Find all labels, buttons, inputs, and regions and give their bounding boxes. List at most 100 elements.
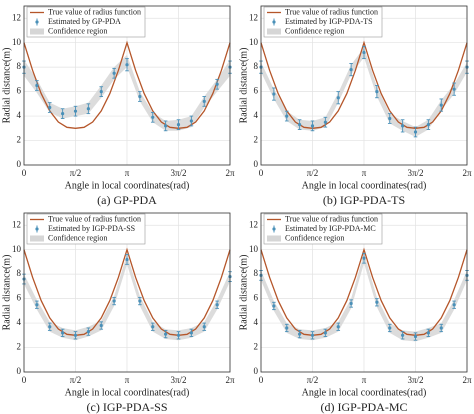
estimate-point xyxy=(388,116,392,121)
estimate-point xyxy=(112,299,116,303)
y-tick-label: 6 xyxy=(254,293,259,303)
estimate-point xyxy=(323,331,327,335)
estimate-point xyxy=(164,124,168,128)
legend-box xyxy=(26,6,146,38)
legend-swatch xyxy=(267,28,281,35)
estimate-point xyxy=(151,115,155,119)
plot-frame xyxy=(260,212,468,373)
estimate-point xyxy=(35,303,39,307)
estimate-point xyxy=(362,50,366,55)
panel: 0 2 4 6 8 10 12 0 π/2 π 3π/2 2π True value of radius… xyxy=(238,212,472,414)
x-tick-label: π xyxy=(125,168,130,178)
estimate-point xyxy=(176,333,181,337)
y-tick-label: 2 xyxy=(17,135,22,145)
plot-frame xyxy=(23,5,231,166)
estimate-point xyxy=(452,87,456,91)
x-tick-label: 3π/2 xyxy=(407,375,423,385)
x-tick-label: 3π/2 xyxy=(407,168,423,178)
estimate-point xyxy=(86,107,90,111)
true-line xyxy=(23,40,231,129)
y-tick-label: 6 xyxy=(17,86,22,96)
y-tick-label: 12 xyxy=(12,12,21,22)
estimate-point xyxy=(439,103,443,107)
legend-label: Confidence region xyxy=(285,26,344,35)
legend-swatch xyxy=(272,20,276,24)
y-tick-label: 0 xyxy=(254,366,259,376)
estimate-point xyxy=(452,303,456,307)
y-tick-label: 8 xyxy=(254,268,259,278)
estimate-point xyxy=(413,334,418,339)
estimate-point xyxy=(99,323,103,328)
estimate-point xyxy=(439,326,443,330)
estimate-point xyxy=(298,123,302,127)
legend-label: Confidence region xyxy=(48,233,107,242)
estimate-point xyxy=(138,94,142,99)
estimate-point xyxy=(151,325,155,329)
x-tick-label: 3π/2 xyxy=(170,168,186,178)
estimate-point xyxy=(176,123,181,127)
y-axis-label: Radial distance(m) xyxy=(238,255,249,331)
x-tick-label: π xyxy=(362,168,367,178)
estimate-point xyxy=(215,303,219,307)
estimate-point xyxy=(164,332,168,336)
estimate-point xyxy=(336,325,340,329)
estimate-point xyxy=(310,124,315,128)
legend-swatch xyxy=(35,227,39,231)
estimate-point xyxy=(426,123,430,127)
estimate-point xyxy=(86,330,90,334)
estimate-point xyxy=(112,71,116,75)
caption: (d) IGP-PDA-MC xyxy=(321,400,408,414)
legend-swatch xyxy=(35,20,39,24)
x-tick-label: π xyxy=(362,375,367,385)
legend-label: True value of radius function xyxy=(48,214,141,223)
y-axis-label: Radial distance(m) xyxy=(1,48,12,124)
estimate-point xyxy=(285,326,289,330)
estimate-point xyxy=(202,325,206,329)
estimate-point xyxy=(349,68,353,72)
legend-label: Estimated by IGP-PDA-TS xyxy=(285,17,373,26)
x-tick-label: 0 xyxy=(259,168,264,178)
legend-swatch xyxy=(30,235,44,242)
estimate-point xyxy=(99,90,103,94)
x-axis-label: Angle in local coordinates(rad) xyxy=(65,180,190,191)
estimate-point xyxy=(426,331,430,335)
estimate-point xyxy=(73,109,78,113)
legend-label: Estimated by IGP-PDA-SS xyxy=(48,224,135,233)
estimate-point xyxy=(125,63,129,67)
estimate-point xyxy=(323,120,327,124)
legend-swatch xyxy=(30,28,44,35)
estimate-point xyxy=(73,333,78,337)
true-line xyxy=(23,247,231,336)
x-tick-label: π/2 xyxy=(70,375,82,385)
y-tick-label: 10 xyxy=(12,244,22,254)
legend-label: True value of radius function xyxy=(285,214,378,223)
estimate-point xyxy=(61,112,65,116)
estimate-point xyxy=(215,82,219,86)
y-tick-label: 4 xyxy=(254,110,259,120)
x-tick-label: 0 xyxy=(22,375,27,385)
x-tick-label: π/2 xyxy=(307,375,319,385)
legend-box xyxy=(263,6,383,38)
estimate-point xyxy=(298,332,302,336)
estimate-point xyxy=(48,325,52,329)
estimate-point xyxy=(138,299,142,303)
legend-label: Estimated by GP-PDA xyxy=(48,17,121,26)
y-tick-label: 2 xyxy=(17,342,22,352)
true-line xyxy=(260,40,468,129)
x-tick-label: 2π xyxy=(225,375,235,385)
legend-label: Confidence region xyxy=(48,26,107,35)
y-tick-label: 8 xyxy=(17,61,22,71)
estimate-point xyxy=(336,96,340,100)
plot-frame xyxy=(260,5,468,166)
estimate-point xyxy=(413,130,418,134)
panel: 0 2 4 6 8 10 12 0 π/2 π 3π/2 2π True value of radius… xyxy=(1,5,235,207)
y-tick-label: 0 xyxy=(17,366,22,376)
estimate-point xyxy=(401,333,405,337)
caption: (c) IGP-PDA-SS xyxy=(87,400,168,414)
legend-label: True value of radius function xyxy=(285,7,378,16)
x-tick-label: 2π xyxy=(225,168,235,178)
y-tick-label: 6 xyxy=(17,293,22,303)
estimate-point xyxy=(285,114,289,118)
